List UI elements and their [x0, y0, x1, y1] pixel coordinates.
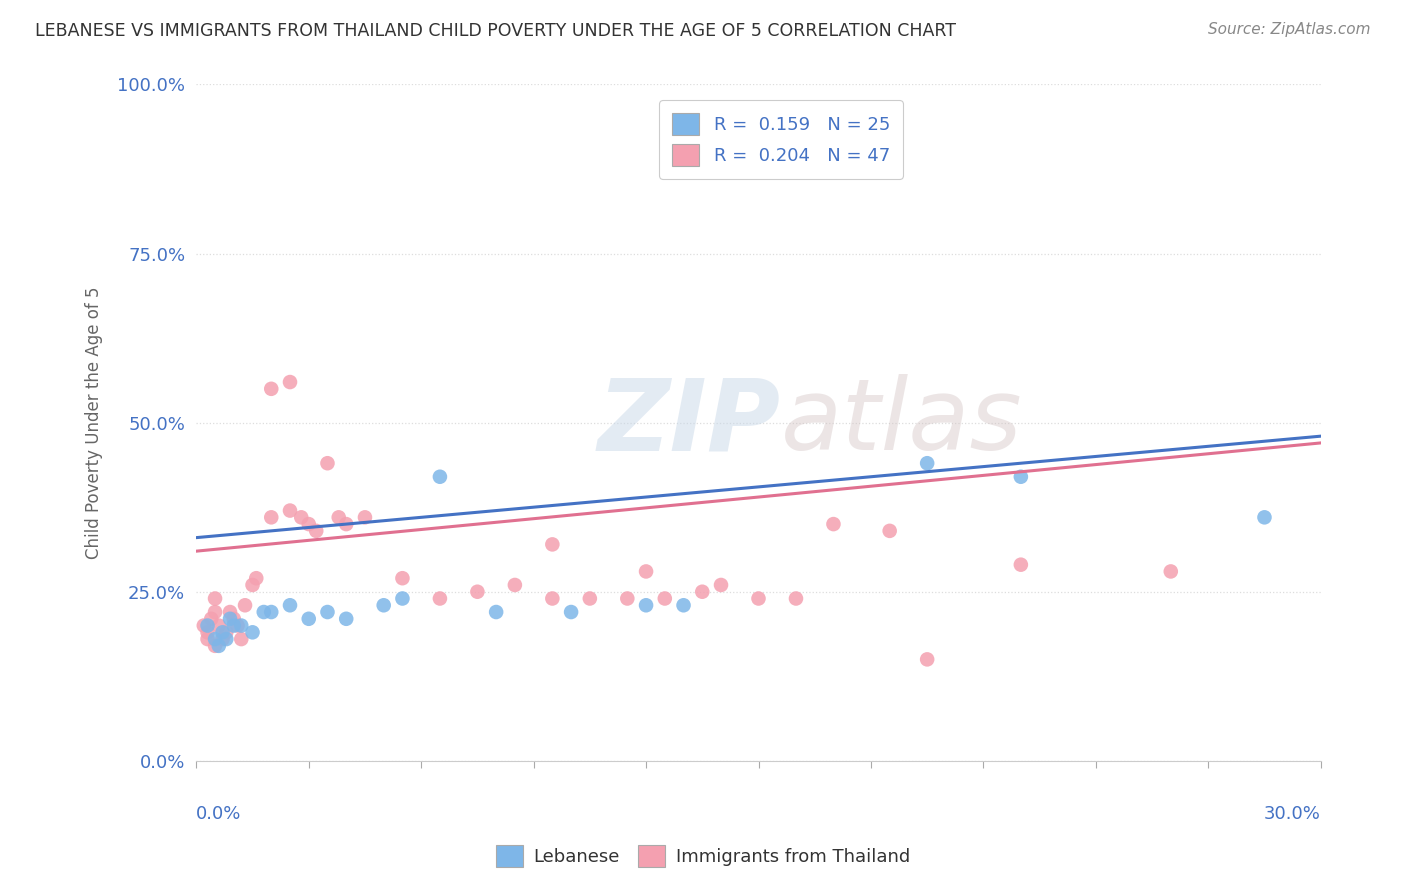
- Point: [204, 591, 226, 606]
- Point: [1010, 558, 1032, 572]
- Point: [560, 605, 582, 619]
- Point: [242, 625, 264, 640]
- Point: [193, 618, 215, 632]
- Point: [823, 517, 845, 532]
- Point: [616, 591, 638, 606]
- Point: [354, 510, 377, 524]
- Point: [260, 605, 283, 619]
- Point: [222, 612, 245, 626]
- Point: [1160, 565, 1182, 579]
- Point: [373, 599, 395, 613]
- Point: [1253, 510, 1275, 524]
- Text: atlas: atlas: [780, 374, 1022, 471]
- Point: [215, 632, 238, 646]
- Text: 30.0%: 30.0%: [1264, 805, 1320, 822]
- Point: [242, 578, 264, 592]
- Point: [335, 517, 357, 532]
- Point: [204, 632, 226, 646]
- Point: [204, 605, 226, 619]
- Point: [391, 571, 413, 585]
- Point: [690, 584, 713, 599]
- Point: [335, 612, 357, 626]
- Point: [204, 639, 226, 653]
- Text: LEBANESE VS IMMIGRANTS FROM THAILAND CHILD POVERTY UNDER THE AGE OF 5 CORRELATIO: LEBANESE VS IMMIGRANTS FROM THAILAND CHI…: [35, 22, 956, 40]
- Point: [429, 469, 451, 483]
- Point: [290, 510, 312, 524]
- Point: [879, 524, 901, 538]
- Point: [328, 510, 350, 524]
- Point: [278, 375, 301, 389]
- Y-axis label: Child Poverty Under the Age of 5: Child Poverty Under the Age of 5: [86, 286, 103, 559]
- Point: [915, 456, 938, 470]
- Point: [503, 578, 526, 592]
- Point: [298, 612, 321, 626]
- Point: [231, 632, 253, 646]
- Point: [467, 584, 489, 599]
- Point: [245, 571, 267, 585]
- Text: ZIP: ZIP: [598, 374, 780, 471]
- Point: [579, 591, 602, 606]
- Point: [1010, 469, 1032, 483]
- Point: [200, 612, 222, 626]
- Point: [231, 618, 253, 632]
- Point: [211, 632, 233, 646]
- Point: [215, 625, 238, 640]
- Point: [915, 652, 938, 666]
- Point: [316, 605, 339, 619]
- Point: [541, 537, 564, 551]
- Point: [211, 625, 233, 640]
- Point: [636, 599, 658, 613]
- Point: [197, 625, 219, 640]
- Point: [316, 456, 339, 470]
- Point: [391, 591, 413, 606]
- Point: [208, 618, 231, 632]
- Legend: Lebanese, Immigrants from Thailand: Lebanese, Immigrants from Thailand: [488, 838, 918, 874]
- Point: [253, 605, 276, 619]
- Point: [710, 578, 733, 592]
- Point: [429, 591, 451, 606]
- Point: [485, 605, 508, 619]
- Point: [219, 605, 242, 619]
- Text: 0.0%: 0.0%: [197, 805, 242, 822]
- Point: [226, 618, 249, 632]
- Point: [208, 639, 231, 653]
- Point: [260, 510, 283, 524]
- Point: [278, 503, 301, 517]
- Legend: R =  0.159   N = 25, R =  0.204   N = 47: R = 0.159 N = 25, R = 0.204 N = 47: [659, 100, 903, 178]
- Point: [298, 517, 321, 532]
- Point: [278, 599, 301, 613]
- Point: [541, 591, 564, 606]
- Point: [672, 599, 695, 613]
- Point: [197, 618, 219, 632]
- Point: [654, 591, 676, 606]
- Point: [785, 591, 807, 606]
- Point: [222, 618, 245, 632]
- Point: [219, 612, 242, 626]
- Point: [233, 599, 256, 613]
- Text: Source: ZipAtlas.com: Source: ZipAtlas.com: [1208, 22, 1371, 37]
- Point: [305, 524, 328, 538]
- Point: [747, 591, 769, 606]
- Point: [636, 565, 658, 579]
- Point: [260, 382, 283, 396]
- Point: [197, 632, 219, 646]
